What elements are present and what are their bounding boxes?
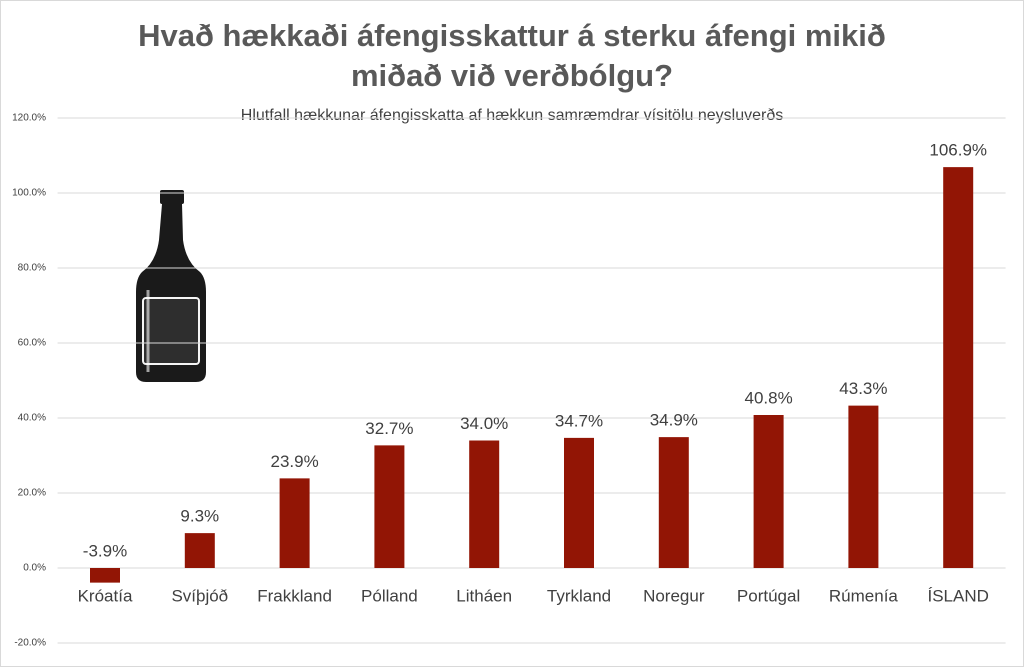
bar [374, 445, 405, 568]
value-label: 9.3% [180, 507, 219, 526]
chart-subtitle: Hlutfall hækkunar áfengisskatta af hækku… [241, 107, 783, 124]
value-label: -3.9% [83, 541, 127, 560]
y-tick-label: 80.0% [18, 263, 46, 274]
x-tick-label: Tyrkland [547, 586, 611, 605]
x-tick-label: Noregur [643, 586, 705, 605]
y-tick-label: 20.0% [18, 488, 46, 499]
value-label: 43.3% [839, 379, 887, 398]
y-tick-label: 100.0% [12, 188, 46, 199]
bar [658, 437, 689, 568]
chart-title: Hvað hækkaði áfengisskattur á sterku áfe… [138, 18, 886, 53]
x-tick-label: Svíþjóð [171, 586, 228, 605]
x-tick-label: ÍSLAND [927, 586, 988, 605]
value-label: 32.7% [365, 419, 413, 438]
x-tick-label: Rúmenía [829, 586, 899, 605]
bar [279, 478, 310, 568]
x-tick-label: Króatía [78, 586, 133, 605]
bar [564, 437, 594, 568]
y-tick-label: 0.0% [23, 563, 46, 574]
bar [753, 415, 784, 568]
bar [90, 568, 120, 583]
value-label: 34.7% [555, 411, 603, 430]
x-tick-label: Litháen [456, 586, 512, 605]
x-tick-label: Frakkland [257, 586, 332, 605]
bar [848, 405, 879, 568]
value-label: 23.9% [270, 452, 318, 471]
x-tick-label: Pólland [361, 586, 418, 605]
value-label: 34.9% [650, 411, 698, 430]
x-tick-label: Portúgal [737, 586, 800, 605]
value-label: 106.9% [929, 141, 987, 160]
y-tick-label: 60.0% [18, 338, 46, 349]
bar [184, 533, 215, 568]
y-tick-label: -20.0% [14, 638, 46, 649]
value-label: 34.0% [460, 414, 508, 433]
y-tick-label: 40.0% [18, 413, 46, 424]
value-label: 40.8% [744, 388, 792, 407]
bar [943, 167, 974, 568]
chart-title: miðað við verðbólgu? [351, 58, 673, 93]
bar [469, 440, 500, 568]
y-tick-label: 120.0% [12, 113, 46, 124]
